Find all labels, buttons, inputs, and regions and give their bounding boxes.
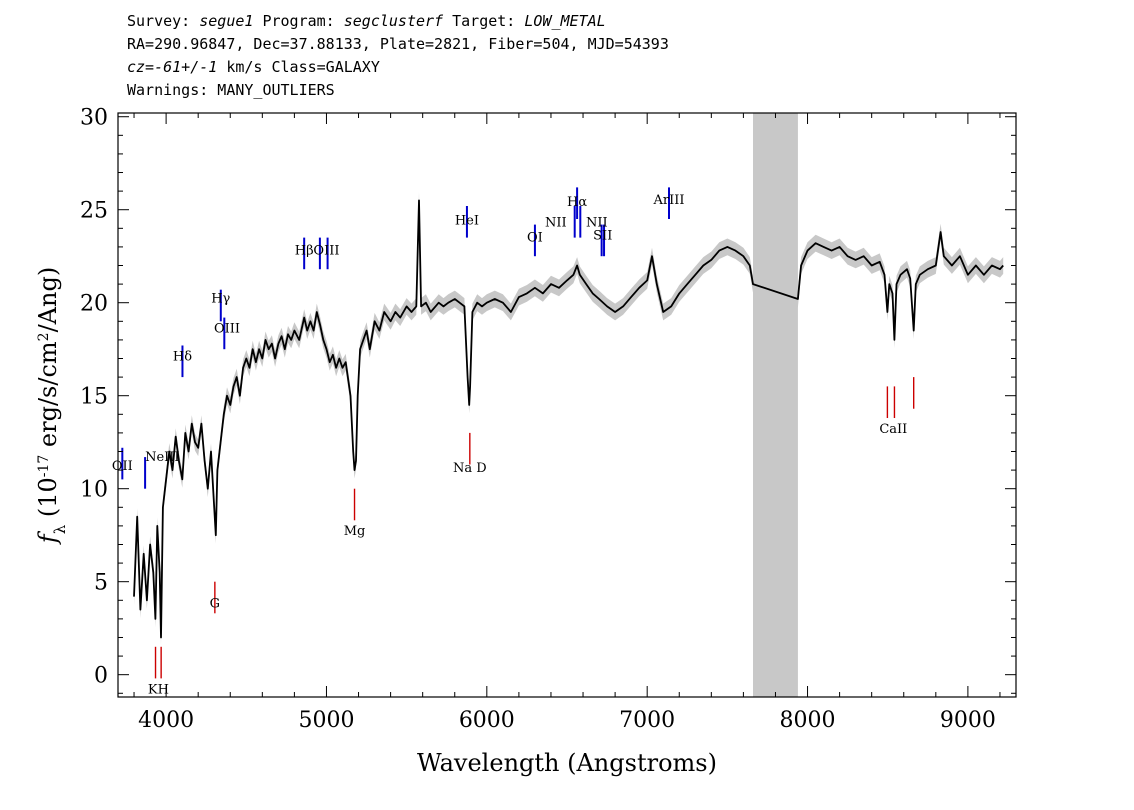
- x-tick-label: 8000: [780, 708, 836, 733]
- program-value: segclusterf: [343, 12, 444, 30]
- y-axis-title-part: (10: [34, 477, 62, 525]
- axes-layer: 4000 5000 6000 7000 8000 9000 0 5 10 15 20 25 30: [80, 106, 1016, 733]
- x-tick-label: 5000: [298, 708, 354, 733]
- emission-line-label: Hβ: [295, 243, 314, 258]
- spectrum-line: [133, 199, 1004, 639]
- emission-line-label: ArIII: [652, 193, 684, 208]
- error-band: [134, 192, 1004, 646]
- absorption-line-label: Mg: [344, 524, 366, 539]
- masked-region-layer: [753, 113, 798, 697]
- spectrum-header: Survey: segue1 Program: segclusterf Targ…: [127, 10, 669, 102]
- y-tick-label: 10: [80, 478, 108, 503]
- y-axis-title-part: 2: [36, 332, 52, 341]
- target-value: LOW_METAL: [524, 12, 606, 30]
- header-line-survey: Survey: segue1 Program: segclusterf Targ…: [127, 10, 669, 33]
- emission-line-label: Hα: [567, 195, 587, 210]
- absorption-line-label: Na D: [453, 461, 487, 476]
- plot-frame: [117, 112, 1017, 698]
- emission-line-label: Hγ: [211, 292, 230, 307]
- x-tick-label: 4000: [138, 708, 194, 733]
- emission-line-label: Hδ: [173, 349, 192, 364]
- y-tick-label: 20: [80, 292, 108, 317]
- emission-line-label: OIII: [214, 321, 240, 336]
- emission-line-label: HeI: [455, 214, 479, 229]
- emission-line-label: OII: [112, 459, 133, 474]
- spectrum-series-layer: [133, 199, 1004, 639]
- absorption-line-label: G: [210, 597, 220, 612]
- y-tick-label: 15: [80, 385, 108, 410]
- target-label: Target:: [452, 12, 516, 30]
- y-axis-title-part: -17: [36, 455, 52, 478]
- y-axis-title: fλ (10-17 erg/s/cm2/Ang): [34, 267, 69, 545]
- emission-line-label: SII: [593, 228, 612, 243]
- x-tick-label: 6000: [459, 708, 515, 733]
- emission-line-label: NII: [586, 215, 608, 230]
- emission-line-label: NII: [545, 215, 567, 230]
- y-tick-label: 5: [94, 571, 108, 596]
- y-axis-title-part: λ: [51, 524, 69, 534]
- x-tick-label: 9000: [940, 708, 996, 733]
- header-line-redshift: cz=-61+/-1 km/s Class=GALAXY: [127, 56, 669, 79]
- y-axis-title-part: /Ang): [34, 267, 62, 333]
- y-tick-label: 30: [80, 106, 108, 131]
- header-line-warnings: Warnings: MANY_OUTLIERS: [127, 81, 335, 99]
- emission-line-label: OI: [527, 230, 543, 245]
- emission-line-label: NeIII: [145, 450, 179, 465]
- program-label: Program:: [262, 12, 335, 30]
- y-tick-label: 25: [80, 199, 108, 224]
- x-tick-label: 7000: [619, 708, 675, 733]
- y-axis-title-part: erg/s/cm: [34, 341, 62, 455]
- error-band-layer: [134, 192, 1004, 646]
- absorption-line-label: CaII: [879, 422, 907, 437]
- x-axis-title: Wavelength (Angstroms): [417, 749, 717, 777]
- absorption-line-label: KH: [148, 682, 169, 697]
- y-tick-label: 0: [94, 664, 108, 689]
- redshift-value: cz=-61+/-1: [127, 58, 218, 76]
- masked-region: [753, 113, 798, 697]
- survey-value: segue1: [199, 12, 254, 30]
- survey-label: Survey:: [127, 12, 191, 30]
- emission-line-label: OIII: [313, 243, 339, 258]
- class-value: km/s Class=GALAXY: [226, 58, 380, 76]
- header-line-coordinates: RA=290.96847, Dec=37.88133, Plate=2821, …: [127, 35, 669, 53]
